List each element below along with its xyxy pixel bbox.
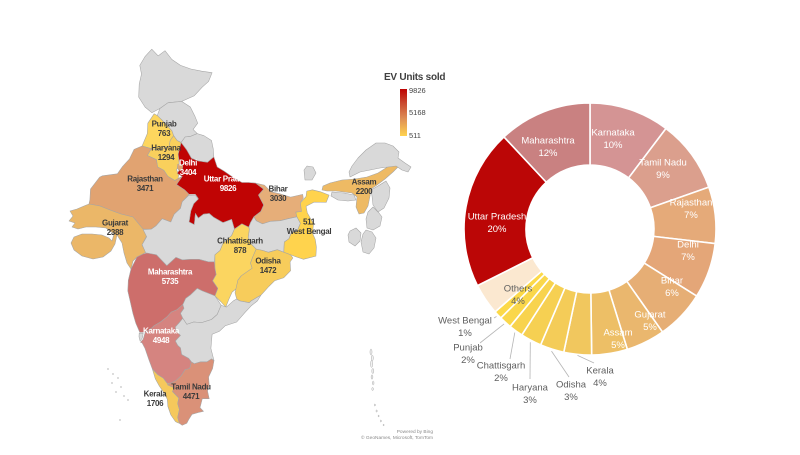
svg-text:3%: 3% [564,392,578,403]
svg-text:12%: 12% [538,148,558,159]
svg-text:511: 511 [303,218,316,227]
svg-text:2%: 2% [461,355,475,366]
svg-text:Karnataka: Karnataka [143,327,180,336]
svg-text:© GeoNames, Microsoft, TomTom: © GeoNames, Microsoft, TomTom [361,434,433,441]
svg-text:Maharashtra: Maharashtra [148,268,193,277]
svg-text:6%: 6% [665,288,679,299]
svg-text:Chhattisgarh: Chhattisgarh [217,237,263,246]
svg-text:Uttar Pradesh: Uttar Pradesh [204,175,253,184]
svg-text:Punjab: Punjab [453,343,483,354]
svg-text:Bihar: Bihar [269,185,288,194]
svg-text:878: 878 [234,246,247,255]
svg-text:5168: 5168 [409,108,426,117]
svg-text:4%: 4% [593,378,607,389]
svg-text:Odisha: Odisha [556,380,587,391]
svg-text:1294: 1294 [158,153,175,162]
svg-text:9826: 9826 [409,86,426,95]
svg-text:Gujarat: Gujarat [102,219,129,228]
svg-text:Kerala: Kerala [586,366,614,377]
svg-text:2200: 2200 [356,187,373,196]
svg-text:10%: 10% [603,140,623,151]
svg-text:Assam: Assam [603,328,632,339]
svg-text:Tamil Nadu: Tamil Nadu [171,383,211,392]
svg-text:Haryana: Haryana [512,383,549,394]
svg-text:3471: 3471 [137,184,154,193]
svg-text:5%: 5% [611,340,625,351]
svg-text:3030: 3030 [270,194,287,203]
svg-text:2388: 2388 [107,228,124,237]
svg-text:EV Units sold: EV Units sold [384,72,445,83]
svg-text:Powered by Bing: Powered by Bing [397,429,434,435]
svg-text:Maharashtra: Maharashtra [521,136,575,147]
svg-text:Haryana: Haryana [151,144,181,153]
svg-text:Bihar: Bihar [661,276,683,287]
svg-text:511: 511 [409,131,421,140]
svg-text:2%: 2% [494,373,508,384]
svg-text:Odisha: Odisha [255,257,281,266]
svg-text:3%: 3% [523,395,537,406]
svg-text:5%: 5% [643,322,657,333]
svg-text:20%: 20% [487,224,507,235]
svg-text:Uttar Pradesh: Uttar Pradesh [468,212,527,223]
svg-text:1706: 1706 [147,399,164,408]
svg-text:West Bengal: West Bengal [438,316,492,327]
svg-text:4471: 4471 [183,392,200,401]
svg-text:Kerala: Kerala [144,390,168,399]
svg-text:West Bengal: West Bengal [287,227,332,236]
svg-text:Rajasthan: Rajasthan [127,175,163,184]
svg-text:Chattisgarh: Chattisgarh [477,361,526,372]
svg-text:4%: 4% [511,296,525,307]
svg-text:1%: 1% [458,328,472,339]
svg-text:Assam: Assam [352,178,377,187]
svg-text:9826: 9826 [220,184,237,193]
svg-text:Gujarat: Gujarat [634,310,666,321]
svg-text:Punjab: Punjab [152,120,177,129]
svg-text:7%: 7% [681,252,695,263]
svg-text:5735: 5735 [162,277,179,286]
svg-text:7%: 7% [684,210,698,221]
svg-text:Tamil Nadu: Tamil Nadu [639,158,687,169]
svg-text:Karnataka: Karnataka [591,128,635,139]
svg-text:Others: Others [504,284,533,295]
svg-text:3404: 3404 [180,168,197,177]
svg-text:4948: 4948 [153,336,170,345]
svg-text:763: 763 [158,129,171,138]
svg-text:9%: 9% [656,170,670,181]
svg-text:1472: 1472 [260,266,277,275]
svg-text:Rajasthan: Rajasthan [670,198,713,209]
svg-text:Delhi: Delhi [677,240,699,251]
svg-text:Delhi: Delhi [179,159,197,168]
